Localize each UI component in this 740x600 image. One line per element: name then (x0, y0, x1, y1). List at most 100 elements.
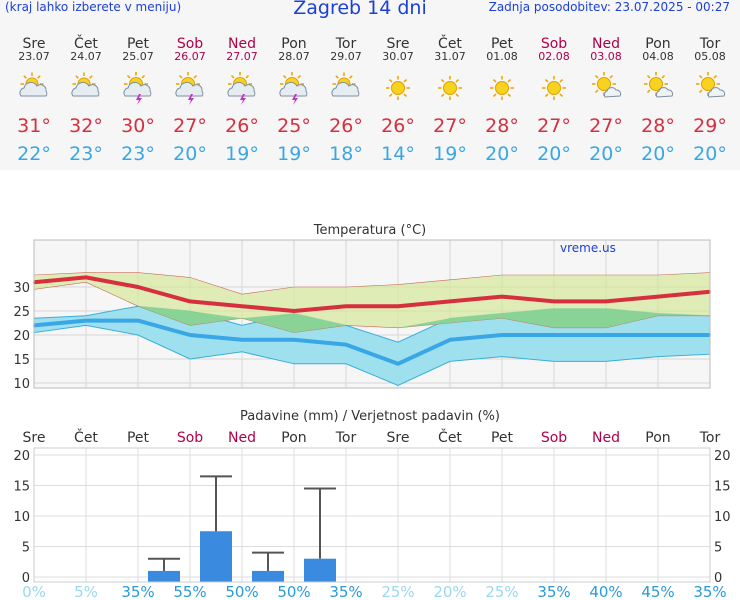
day-name: Pet (127, 36, 150, 52)
thunderstorm-icon (279, 72, 308, 105)
max-temp: 26° (329, 115, 363, 137)
day-date: 25.07 (122, 50, 154, 63)
min-temp-point (345, 343, 347, 346)
min-temp: 20° (485, 143, 519, 165)
band-overlap (34, 282, 710, 333)
min-temp: 19° (433, 143, 467, 165)
day-date: 26.07 (174, 50, 206, 63)
max-temp-point (293, 310, 295, 312)
y-tick-label: 30 (13, 281, 30, 296)
y-tick-label-right: 0 (714, 571, 722, 586)
max-temp-point (501, 295, 503, 298)
day-date: 30.07 (382, 50, 414, 63)
precip-bar (252, 570, 284, 582)
x-tick-label: Čet (74, 428, 98, 446)
x-tick-label: Pon (281, 430, 306, 446)
min-temp-point (605, 334, 607, 336)
day-name: Ned (592, 36, 620, 52)
day-name: Sre (387, 36, 410, 52)
x-tick-label: Pon (645, 430, 670, 446)
precipitation-plot-area (34, 448, 710, 582)
max-temp-point (189, 300, 191, 303)
day-name: Tor (699, 36, 721, 52)
forecast-summary (0, 0, 740, 170)
y-tick-label: 0 (22, 571, 30, 586)
precip-probability: 35% (121, 583, 154, 600)
max-temp: 27° (537, 115, 571, 137)
max-temp: 30° (121, 115, 155, 137)
day-date: 05.08 (694, 50, 726, 63)
max-temp: 28° (485, 115, 519, 137)
min-temp-point (553, 334, 555, 336)
partly-cloudy-icon (71, 72, 100, 97)
max-temp-point (137, 286, 139, 288)
temperature-plot-frame (33, 239, 711, 389)
max-temp-line (33, 275, 711, 313)
y-tick-label: 15 (13, 353, 30, 368)
min-temp-point (657, 334, 659, 336)
min-temp-point (137, 319, 139, 322)
precip-probability: 35% (537, 583, 570, 600)
max-temp: 27° (173, 115, 207, 137)
max-temp: 26° (381, 115, 415, 137)
temperature-chart-title: Temperatura (°C) (313, 223, 426, 238)
max-temp: 29° (693, 115, 727, 137)
max-temp-point (345, 305, 347, 308)
precip-bar (200, 531, 232, 582)
x-tick-label: Sob (541, 430, 567, 446)
x-tick-label: Sob (177, 430, 203, 446)
thunderstorm-icon (175, 72, 204, 105)
day-date: 24.07 (70, 50, 102, 63)
max-temp-point (241, 305, 243, 308)
partly-cloudy-icon (331, 72, 360, 97)
min-temp-point (85, 319, 87, 322)
day-name: Pon (281, 36, 306, 52)
x-tick-label: Tor (699, 430, 721, 446)
day-name: Pet (491, 36, 514, 52)
max-temp-point (605, 300, 607, 303)
last-updated: Zadnja posodobitev: 23.07.2025 - 00:27 (488, 0, 730, 14)
y-tick-label: 15 (13, 480, 30, 495)
x-tick-label: Sre (387, 430, 410, 446)
min-temp: 20° (641, 143, 675, 165)
min-temp: 20° (173, 143, 207, 165)
max-temp: 27° (589, 115, 623, 137)
y-tick-label: 10 (13, 377, 30, 392)
x-tick-label: Sre (23, 430, 46, 446)
precip-probability: 20% (433, 583, 466, 600)
precip-probability: 25% (485, 583, 518, 600)
y-tick-label: 20 (13, 329, 30, 344)
precip-probability: 45% (641, 583, 674, 600)
min-temp-point (189, 334, 191, 336)
thunderstorm-icon (227, 72, 256, 105)
day-date: 01.08 (486, 50, 518, 63)
day-date: 31.07 (434, 50, 466, 63)
day-date: 03.08 (590, 50, 622, 63)
min-temp: 19° (277, 143, 311, 165)
x-tick-label: Ned (228, 430, 256, 446)
sunny-icon (438, 76, 462, 100)
day-name: Ned (228, 36, 256, 52)
y-tick-label: 10 (13, 510, 30, 525)
day-name: Sre (23, 36, 46, 52)
min-temp-line (33, 318, 710, 366)
sunny-icon (386, 76, 410, 100)
min-temp: 20° (537, 143, 571, 165)
min-temp: 14° (381, 143, 415, 165)
precip-bar (148, 570, 180, 582)
min-temp-point (501, 334, 503, 336)
location-menu-hint[interactable]: (kraj lahko izberete v meniju) (5, 0, 182, 14)
sun-with-clouds-icon (592, 72, 622, 98)
min-temp-point (397, 362, 399, 365)
y-tick-label: 20 (13, 449, 30, 464)
day-name: Čet (438, 34, 462, 52)
x-tick-label: Pet (491, 430, 514, 446)
x-tick-label: Ned (592, 430, 620, 446)
min-temp-point (293, 338, 295, 341)
y-tick-label: 5 (22, 541, 30, 556)
day-name: Pon (645, 36, 670, 52)
y-tick-label-right: 20 (714, 449, 731, 464)
max-temp-point (85, 276, 87, 279)
precip-probability: 55% (173, 583, 206, 600)
